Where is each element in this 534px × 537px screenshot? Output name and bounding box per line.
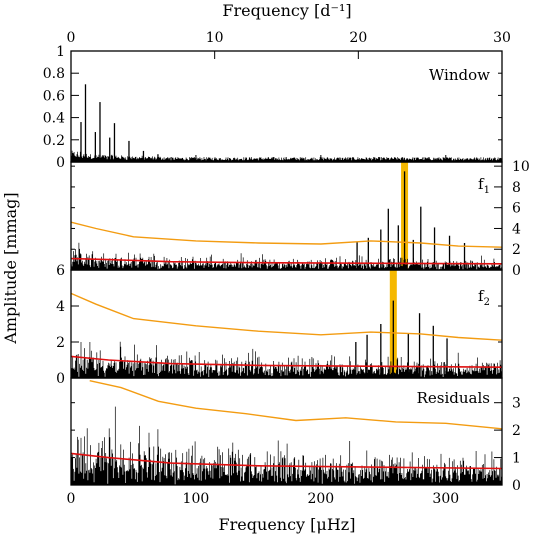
xtick-bottom-label-0: 0 [67,491,76,507]
spectrum-window [71,150,502,162]
ytick-label-window-5: 1 [56,44,65,60]
curves-layer [70,221,503,470]
panel-label-f2: f2 [478,287,490,308]
spectrum-residuals [71,406,502,485]
ytick-label-window-2: 0.4 [43,111,65,127]
threshold-curve-residuals [89,380,503,430]
ytick-label-window-0: 0 [56,155,65,171]
xtick-bottom-label-2: 200 [307,491,334,507]
threshold-curve-f2 [70,292,503,341]
xtick-top-label-1: 10 [206,30,224,46]
spectra-layer [71,84,502,485]
spectrum-f2 [71,341,502,378]
spectrum-f1 [71,242,502,270]
xtick-bottom-label-3: 300 [432,491,459,507]
ytick-label-f2-3: 6 [56,263,65,279]
noise-curve-f1 [70,257,503,265]
threshold-curve-f1 [70,221,503,248]
ytick-label-window-4: 0.8 [43,66,65,82]
ytick-label-window-3: 0.6 [43,88,65,104]
panel-frame-f1 [70,161,503,271]
frames-layer [70,50,503,486]
ytick-label-f2-1: 2 [56,335,65,351]
ytick-label-f1-5: 10 [512,159,530,175]
ytick-label-residuals-1: 1 [512,451,521,467]
ytick-label-f1-0: 0 [512,263,521,279]
ytick-label-f1-2: 4 [512,221,521,237]
ytick-label-f1-1: 2 [512,242,521,258]
panel-label-f1: f1 [478,175,490,196]
xtick-bottom-label-1: 100 [183,491,210,507]
bottom-axis-label: Frequency [μHz] [219,515,356,534]
xtick-top-label-2: 20 [349,30,367,46]
panel-frame-residuals [70,377,503,486]
ytick-label-residuals-3: 3 [512,396,521,412]
panel-label-residuals: Residuals [417,389,490,407]
panel-label-window: Window [429,66,490,84]
top-axis-label: Frequency [d⁻¹] [222,1,351,20]
ytick-label-residuals-0: 0 [512,478,521,494]
noise-curve-f2 [70,355,503,368]
ytick-label-f2-0: 0 [56,371,65,387]
ytick-label-f1-4: 8 [512,180,521,196]
xtick-top-label-3: 30 [493,30,511,46]
xtick-top-label-0: 0 [67,30,76,46]
ytick-label-residuals-2: 2 [512,423,521,439]
ytick-label-window-1: 0.2 [43,133,65,149]
y-axis-label: Amplitude [mmag] [1,192,20,344]
ytick-label-f2-2: 4 [56,299,65,315]
ticks-layer [70,50,503,486]
noise-curve-residuals [70,452,503,470]
ytick-label-f1-3: 6 [512,201,521,217]
